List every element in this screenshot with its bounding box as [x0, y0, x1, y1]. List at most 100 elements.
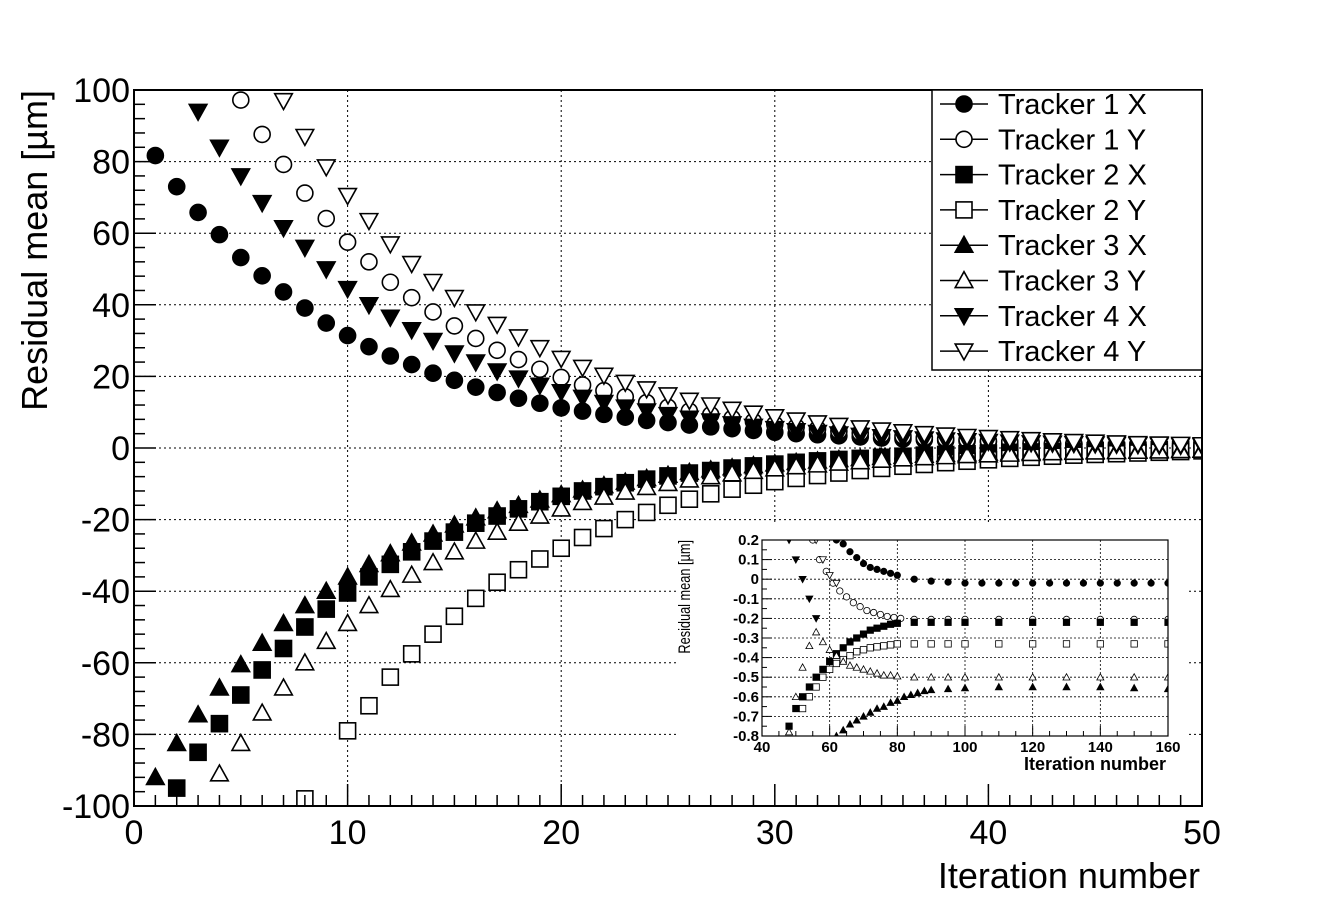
inset-x-tick-label: 60: [821, 739, 838, 756]
inset-point-tracker-3-y: [1028, 672, 1037, 681]
main-point-tracker-1-x: [424, 364, 442, 382]
inset-point-tracker-2-y: [832, 659, 841, 668]
main-point-tracker-3-y: [380, 578, 401, 598]
main-point-tracker-3-y: [892, 448, 914, 467]
main-point-tracker-2-y: [573, 528, 592, 547]
legend-marker-tracker-3-y: [953, 270, 975, 289]
main-point-tracker-3-x: [209, 677, 230, 696]
main-point-tracker-3-y: [444, 541, 465, 560]
inset-point-tracker-1-x: [1079, 579, 1088, 587]
inset-point-tracker-2-x: [1164, 618, 1168, 626]
main-point-tracker-1-y: [381, 273, 400, 292]
main-point-tracker-1-x: [381, 347, 400, 365]
inset-point-tracker-1-y: [863, 606, 871, 615]
main-point-tracker-3-y: [657, 472, 679, 492]
main-point-tracker-4-x: [657, 406, 679, 426]
main-point-tracker-4-y: [1042, 432, 1063, 452]
inset-point-tracker-3-x: [872, 704, 882, 712]
inset-point-tracker-3-y: [1062, 672, 1071, 681]
main-point-tracker-3-y: [871, 449, 892, 469]
inset-point-tracker-3-y: [791, 692, 801, 701]
inset-x-tick-label: 140: [1088, 739, 1113, 756]
main-point-tracker-2-y: [680, 490, 699, 508]
main-point-tracker-4-y: [444, 289, 465, 309]
main-point-tracker-3-y: [316, 630, 337, 650]
main-x-tick-label: 10: [329, 814, 367, 852]
inset-point-tracker-2-x: [1130, 618, 1138, 626]
main-point-tracker-4-y: [294, 128, 316, 147]
main-point-tracker-3-y: [572, 491, 593, 511]
main-point-tracker-4-y: [1191, 436, 1202, 456]
inset-point-tracker-3-x: [859, 712, 868, 720]
main-point-tracker-3-x: [187, 704, 209, 723]
main-point-tracker-4-y: [551, 350, 572, 369]
inset-point-tracker-2-y: [961, 640, 969, 648]
main-point-tracker-4-x: [572, 389, 593, 408]
inset-point-tracker-4-x: [798, 575, 807, 584]
main-point-tracker-3-y: [508, 512, 529, 532]
inset-point-tracker-2-y: [893, 640, 901, 648]
inset-point-tracker-2-x: [792, 704, 800, 713]
inset-point-tracker-2-x: [995, 618, 1003, 626]
inset-point-tracker-3-y: [1163, 672, 1168, 681]
main-point-tracker-2-y: [701, 485, 720, 503]
main-series-tracker-4-y: [273, 92, 1202, 456]
main-point-tracker-1-y: [424, 303, 442, 321]
main-point-tracker-1-y: [531, 360, 549, 379]
inset-point-tracker-2-y: [1130, 640, 1138, 648]
main-point-tracker-4-y: [657, 387, 679, 406]
legend-label: Tracker 2 X: [998, 160, 1147, 192]
inset-point-tracker-1-x: [1045, 579, 1054, 587]
inset-point-tracker-4-x: [811, 615, 821, 623]
inset-point-tracker-1-x: [1113, 579, 1121, 587]
main-point-tracker-4-y: [892, 424, 914, 443]
inset-point-tracker-3-x: [926, 685, 936, 694]
main-point-tracker-4-x: [209, 139, 230, 158]
inset-point-tracker-3-x: [913, 688, 922, 697]
inset-point-tracker-1-x: [1164, 579, 1168, 587]
main-point-tracker-4-y: [828, 417, 850, 436]
main-y-tick-label: 100: [73, 72, 130, 110]
main-point-tracker-3-y: [764, 458, 785, 477]
inset-y-tick-label: 0.1: [738, 552, 759, 569]
inset-markers: [784, 540, 1168, 736]
inset-axes: 40 60 80 100 120 140 160 -0.8 -0.7 -0.6 -0.5 -0.4 -0…: [733, 532, 1180, 756]
inset-point-tracker-2-x: [853, 634, 861, 642]
inset-point-tracker-2-x: [873, 624, 881, 632]
main-point-tracker-4-x: [636, 403, 657, 422]
main-point-tracker-4-x: [508, 370, 529, 389]
main-point-tracker-3-x: [273, 612, 294, 632]
inset-x-tick-label: 40: [754, 739, 771, 756]
main-point-tracker-3-y: [786, 456, 807, 475]
main-point-tracker-3-x: [508, 494, 529, 514]
main-point-tracker-3-x: [252, 632, 273, 651]
main-point-tracker-1-y: [552, 368, 571, 387]
main-point-tracker-4-x: [529, 377, 550, 396]
inset-point-tracker-2-y: [819, 673, 827, 681]
legend-entry: Tracker 1 X: [940, 89, 1147, 121]
main-point-tracker-2-y: [744, 476, 763, 495]
main-point-tracker-4-y: [316, 159, 337, 178]
inset-point-tracker-2-y: [799, 704, 807, 713]
inset-point-tracker-3-x: [920, 686, 929, 695]
main-point-tracker-1-x: [338, 326, 357, 345]
main-point-tracker-3-y: [593, 486, 615, 505]
main-point-tracker-2-x: [274, 639, 293, 658]
main-point-tracker-1-x: [232, 248, 250, 267]
inset-point-tracker-2-x: [805, 683, 813, 691]
inset-point-tracker-4-x: [791, 556, 801, 564]
legend-label: Tracker 1 Y: [998, 124, 1146, 156]
main-point-tracker-1-x: [317, 314, 336, 332]
main-y-tick-label: 80: [92, 144, 130, 182]
legend-entry: Tracker 2 X: [940, 160, 1147, 192]
inset-point-tracker-3-x: [886, 698, 895, 706]
main-point-tracker-1-y: [360, 253, 378, 271]
main-point-tracker-3-y: [914, 447, 935, 466]
main-point-tracker-1-y: [296, 184, 314, 202]
inset-point-tracker-2-y: [853, 648, 861, 656]
main-point-tracker-1-x: [531, 394, 549, 413]
main-point-tracker-3-y: [551, 498, 572, 517]
main-point-tracker-1-y: [509, 350, 528, 369]
inset-point-tracker-2-y: [1029, 640, 1037, 648]
main-point-tracker-4-y: [764, 409, 785, 428]
